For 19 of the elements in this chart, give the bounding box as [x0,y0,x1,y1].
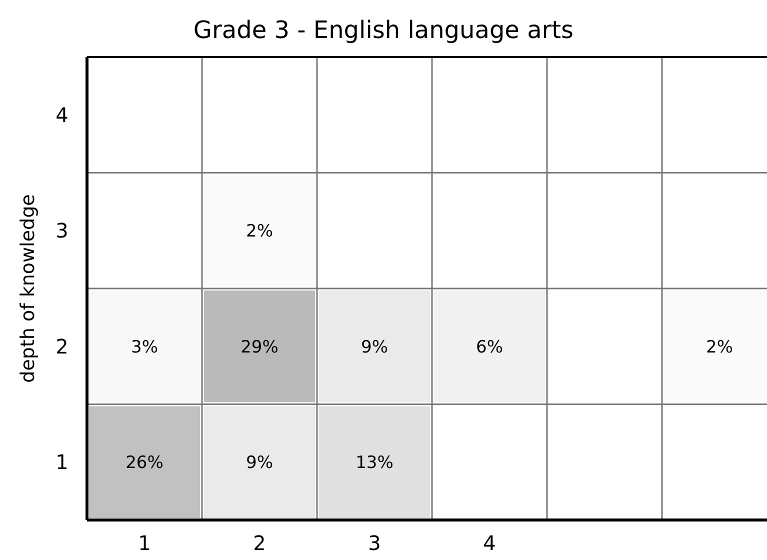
data-label: 26% [126,453,164,474]
y-tick-label: 4 [56,102,68,127]
chart-title: Grade 3 - English language arts [193,16,574,44]
data-label: 13% [356,453,394,474]
y-tick-label: 2 [56,334,68,358]
data-label: 3% [131,337,158,358]
x-tick-label: 2 [253,531,266,555]
data-label: 9% [361,337,388,358]
x-tick-label: 1 [138,531,151,555]
data-label: 29% [240,337,278,358]
data-label: 6% [476,337,503,358]
data-label: 2% [246,222,273,242]
x-tick-label: 4 [483,531,496,555]
data-label: 2% [706,337,733,358]
y-axis-title: depth of knowledge [17,194,39,383]
y-tick-label: 1 [56,450,68,474]
data-label: 9% [246,453,273,474]
x-tick-label: 3 [368,531,381,555]
y-tick-label: 3 [56,218,68,243]
